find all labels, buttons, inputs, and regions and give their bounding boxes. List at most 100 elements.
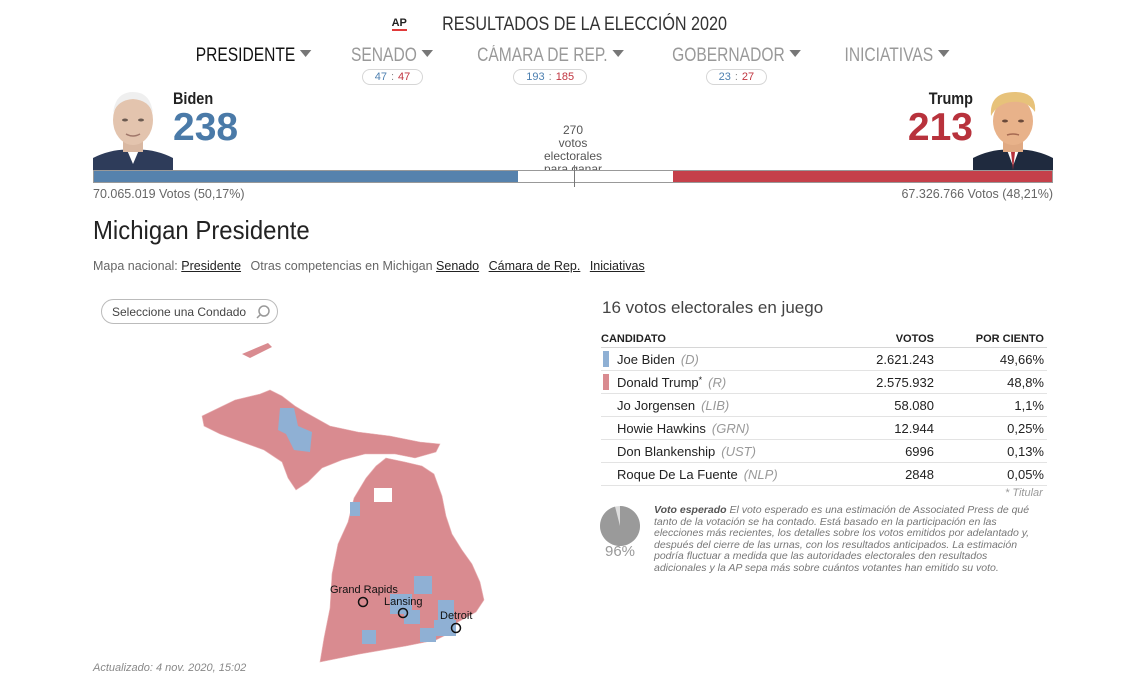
race-links: Mapa nacional: Presidente Otras competen… [93, 259, 645, 273]
city-marker-grand-rapids[interactable] [357, 596, 369, 608]
county-marquette[interactable] [278, 408, 312, 452]
party-swatch [603, 351, 609, 367]
candidate-cell: Jo Jorgensen (LIB) [601, 393, 851, 417]
candidate-party: (GRN) [711, 421, 750, 436]
tab-senado[interactable]: SENADO 47:47 [342, 45, 442, 85]
table-row[interactable]: Donald Trump* (R) 2.575.932 48,8% [601, 370, 1047, 394]
biden-photo [93, 92, 173, 170]
candidate-percent: 0,13% [937, 439, 1047, 463]
party-swatch [603, 443, 609, 459]
chevron-down-icon [612, 50, 624, 57]
candidate-name: Roque De La Fuente [617, 467, 738, 482]
dem-popular-vote: 70.065.019 Votos (50,17%) [93, 187, 245, 201]
county-kalamazoo[interactable] [362, 630, 376, 644]
county-search-input[interactable]: Seleccione una Condado [101, 299, 278, 324]
county-washtenaw[interactable] [420, 628, 436, 642]
chevron-down-icon [422, 50, 434, 57]
candidate-votes: 2848 [850, 462, 937, 486]
candidate-name: Jo Jorgensen [617, 398, 696, 413]
dem-candidate-name: Biden [173, 89, 214, 108]
chevron-down-icon [300, 50, 312, 57]
tab-camara[interactable]: CÁMARA DE REP. 193:185 [461, 45, 640, 85]
city-marker-lansing[interactable] [397, 607, 409, 619]
rep-ev-fill [672, 171, 1052, 182]
candidate-percent: 48,8% [937, 370, 1047, 394]
incumbent-footnote: * Titular [1005, 487, 1043, 499]
ap-logo[interactable]: AP [391, 17, 407, 31]
dem-electoral-votes: 238 [173, 106, 239, 149]
county-leelanau[interactable] [350, 502, 360, 516]
county-wayne[interactable] [434, 620, 456, 636]
candidate-party: (D) [680, 352, 699, 367]
chevron-down-icon [789, 50, 801, 57]
electoral-votes-header: 16 votos electorales en juego [602, 298, 824, 317]
upper-peninsula[interactable] [201, 389, 441, 491]
party-swatch [603, 420, 609, 436]
county-kent[interactable] [390, 594, 412, 614]
results-table: CANDIDATO VOTOS POR CIENTO Joe Biden (D) 2… [601, 331, 1047, 486]
state-title: Michigan Presidente [93, 215, 310, 245]
candidate-party: (NLP) [743, 467, 778, 482]
incumbent-marker: * [698, 375, 703, 385]
link-national-president[interactable]: Presidente [181, 259, 242, 273]
rep-popular-vote: 67.326.766 Votos (48,21%) [901, 187, 1053, 201]
party-swatch [603, 374, 609, 390]
candidate-party: (R) [708, 375, 727, 390]
tab-iniciativas[interactable]: INICIATIVAS [833, 45, 961, 85]
party-swatch [603, 397, 609, 413]
county-isle-royale[interactable] [242, 343, 272, 358]
site-header: AP RESULTADOS DE LA ELECCIÓN 2020 [0, 14, 1144, 36]
threshold-label: 270 votos electorales para ganar [543, 123, 603, 176]
party-swatch [603, 466, 609, 482]
house-balance: 193:185 [513, 69, 588, 85]
updated-timestamp: Actualizado: 4 nov. 2020, 15:02 [93, 662, 247, 674]
expected-vote-explanation: Voto esperado El voto esperado es una es… [654, 504, 1030, 574]
tab-presidente[interactable]: PRESIDENTE [183, 45, 324, 85]
table-row[interactable]: Don Blankenship (UST) 6996 0,13% [601, 439, 1047, 463]
candidate-votes: 58.080 [850, 393, 937, 417]
candidate-cell: Donald Trump* (R) [601, 370, 851, 394]
candidate-name: Howie Hawkins [617, 421, 706, 436]
link-house[interactable]: Cámara de Rep. [488, 259, 581, 273]
senate-balance: 47:47 [361, 69, 424, 85]
column-candidate: CANDIDATO [601, 331, 851, 348]
county-oakland[interactable] [438, 600, 454, 620]
trump-photo [973, 92, 1053, 170]
expected-vote-pie [600, 506, 641, 546]
candidate-percent: 0,05% [937, 462, 1047, 486]
city-label-lansing: Lansing [384, 596, 423, 608]
table-row[interactable]: Jo Jorgensen (LIB) 58.080 1,1% [601, 393, 1047, 417]
threshold-marker [574, 165, 575, 187]
tab-gobernador[interactable]: GOBERNADOR 23:27 [658, 45, 815, 85]
expected-vote-percent: 96% [605, 543, 636, 560]
candidate-name: Donald Trump [617, 375, 699, 390]
rep-candidate-name: Trump [928, 89, 973, 108]
county-emmet[interactable] [374, 488, 392, 502]
candidate-percent: 1,1% [937, 393, 1047, 417]
search-icon[interactable] [255, 304, 271, 320]
link-senate[interactable]: Senado [436, 259, 480, 273]
dem-ev-fill [94, 171, 518, 182]
candidate-percent: 49,66% [937, 347, 1047, 371]
table-row[interactable]: Joe Biden (D) 2.621.243 49,66% [601, 347, 1047, 371]
candidate-votes: 12.944 [850, 416, 937, 440]
governor-balance: 23:27 [705, 69, 768, 85]
results-header-row: CANDIDATO VOTOS POR CIENTO [601, 331, 1047, 348]
table-row[interactable]: Roque De La Fuente (NLP) 2848 0,05% [601, 462, 1047, 486]
table-row[interactable]: Howie Hawkins (GRN) 12.944 0,25% [601, 416, 1047, 440]
michigan-county-map[interactable]: Grand Rapids Lansing Detroit [190, 338, 500, 668]
candidate-party: (LIB) [701, 398, 730, 413]
candidate-votes: 2.621.243 [850, 347, 937, 371]
link-initiatives[interactable]: Iniciativas [589, 259, 645, 273]
city-marker-detroit[interactable] [450, 622, 462, 634]
county-genesee[interactable] [414, 576, 432, 594]
candidate-votes: 6996 [850, 439, 937, 463]
city-label-detroit: Detroit [440, 610, 472, 622]
city-label-grand-rapids: Grand Rapids [330, 584, 398, 596]
candidate-votes: 2.575.932 [850, 370, 937, 394]
candidate-cell: Howie Hawkins (GRN) [601, 416, 851, 440]
column-votes: VOTOS [850, 331, 937, 348]
candidate-cell: Don Blankenship (UST) [601, 439, 851, 463]
rep-electoral-votes: 213 [907, 106, 973, 149]
page-title: RESULTADOS DE LA ELECCIÓN 2020 [442, 14, 728, 35]
